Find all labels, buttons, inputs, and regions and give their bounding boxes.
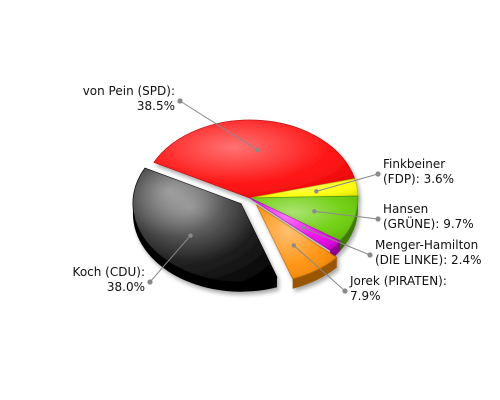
pie-slices <box>132 119 359 292</box>
label-anchor-dot <box>147 279 153 285</box>
slice-label-line1: von Pein (SPD): <box>83 84 175 98</box>
pie-label-hansen-gr-ne: Hansen (GRÜNE): 9.7% <box>312 202 474 231</box>
slice-label-line2: (GRÜNE): 9.7% <box>383 215 474 231</box>
pie-slice-shine <box>250 196 359 242</box>
pie-slice-von-pein-spd <box>153 119 356 199</box>
leader-line <box>179 100 258 151</box>
pie-label-jorek-piraten: Jorek (PIRATEN): 7.9% <box>291 243 447 303</box>
slice-label-line2: 7.9% <box>350 289 381 303</box>
pie-slice-shine <box>153 120 355 198</box>
slice-label-line2: (FDP): 3.6% <box>383 172 454 186</box>
label-anchor-dot <box>367 252 373 258</box>
label-anchor-dot <box>342 288 348 294</box>
slice-label-line1: Menger-Hamilton <box>375 238 478 252</box>
label-anchor-dot <box>375 216 381 222</box>
pie-slice-side <box>340 198 358 252</box>
slice-marker-dot <box>312 209 317 214</box>
slice-label-line1: Jorek (PIRATEN): <box>349 274 447 288</box>
pie-slice-side <box>132 203 277 292</box>
pie-slice-shine <box>256 205 337 279</box>
slice-label-line2: (DIE LINKE): 2.4% <box>375 253 482 267</box>
label-anchor-dot <box>177 98 183 104</box>
leader-line <box>316 173 379 192</box>
slice-label-text: Finkbeiner (FDP): 3.6% <box>383 157 454 186</box>
slice-label-line1: Hansen <box>383 202 428 216</box>
slice-label-line1: Finkbeiner <box>383 157 445 171</box>
pie-label-finkbeiner-fdp: Finkbeiner (FDP): 3.6% <box>314 157 454 194</box>
slice-label-line2: 38.5% <box>137 99 175 113</box>
slice-marker-dot <box>314 189 319 194</box>
slice-label-line1: Koch (CDU): <box>73 265 145 279</box>
slice-label-text: Menger-Hamilton (DIE LINKE): 2.4% <box>375 238 482 267</box>
pie-slice-shine <box>132 168 277 282</box>
pie-slice-jorek-piraten <box>255 204 338 289</box>
slice-label-text: Koch (CDU): 38.0% <box>73 265 145 294</box>
leader-line <box>302 227 371 256</box>
slice-label-text: Jorek (PIRATEN): 7.9% <box>349 274 447 303</box>
pie-slice-shine <box>250 178 358 198</box>
slice-marker-dot <box>291 243 296 248</box>
pie-slice-shine <box>250 198 341 251</box>
pie-slice-koch-cdu <box>132 167 278 292</box>
slice-marker-dot <box>300 225 306 230</box>
pie-slice-finkbeiner-fdp <box>249 178 359 199</box>
pie-labels: von Pein (SPD): 38.5% Finkbeiner (FDP): 3.6… <box>73 84 482 303</box>
pie-label-koch-cdu: Koch (CDU): 38.0% <box>73 233 193 294</box>
leader-line <box>149 235 191 283</box>
pie-label-von-pein-spd: von Pein (SPD): 38.5% <box>83 84 260 153</box>
pie-slice-hansen-gr-ne <box>249 195 359 252</box>
slice-label-text: von Pein (SPD): 38.5% <box>83 84 175 113</box>
slice-label-line2: 38.0% <box>107 280 145 294</box>
slice-marker-dot <box>188 233 193 238</box>
slice-marker-dot <box>255 147 260 153</box>
pie-label-menger-hamilton-die-linke: Menger-Hamilton (DIE LINKE): 2.4% <box>300 225 482 267</box>
label-anchor-dot <box>375 171 381 177</box>
leader-line <box>293 245 346 292</box>
leader-line <box>314 210 379 220</box>
slice-label-text: Hansen (GRÜNE): 9.7% <box>383 202 474 231</box>
